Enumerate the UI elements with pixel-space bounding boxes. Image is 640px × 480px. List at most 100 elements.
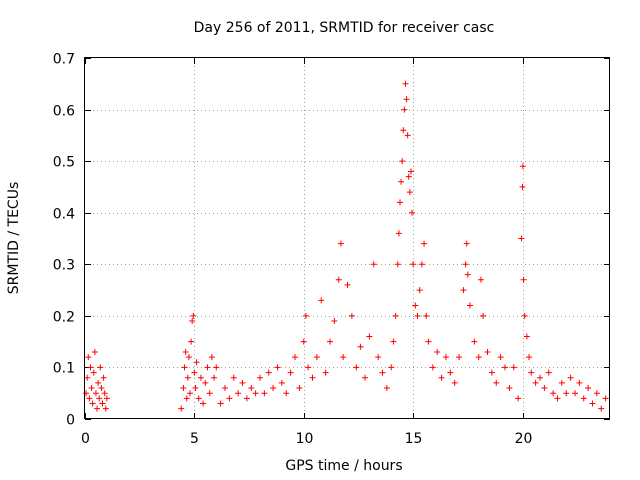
data-point [405,173,412,180]
data-point [96,395,103,402]
data-point [202,379,209,386]
data-point [375,354,382,361]
data-point [523,333,530,340]
data-point [257,374,263,381]
data-point [102,405,109,412]
data-point [208,354,215,361]
data-point [302,312,309,319]
data-point [388,364,395,371]
data-point [467,302,473,309]
data-point [287,369,294,376]
data-point [195,395,202,402]
x-tick-label: 15 [405,431,423,447]
data-point [407,168,414,175]
data-point [99,400,106,407]
data-point [296,385,303,392]
data-point [390,338,397,345]
data-point [94,405,101,412]
data-point [463,240,470,247]
data-point [300,338,307,345]
data-point [400,127,407,134]
data-point [327,338,333,345]
data-point [502,364,508,371]
data-point [383,385,390,392]
data-point [181,364,188,371]
data-point [484,348,491,355]
data-point [528,369,535,376]
data-point [471,338,478,345]
data-point [425,338,432,345]
y-tick-label: 0.4 [53,207,75,223]
data-point [412,302,419,309]
y-tick-label: 0.2 [53,310,75,326]
data-point [460,287,467,294]
data-point [576,379,583,386]
data-point [101,390,108,397]
data-point [488,369,495,376]
data-point [243,395,250,402]
data-point [85,354,92,361]
data-point [97,364,104,371]
data-point [558,379,565,386]
data-point [464,271,471,278]
data-point [217,400,224,407]
data-point [235,390,242,397]
y-axis-label: SRMTID / TECUs [6,182,22,295]
data-point [456,354,463,361]
y-tick-label: 0.3 [53,258,75,274]
data-point [313,354,320,361]
data-point [379,369,386,376]
data-point [477,276,484,283]
data-point [187,390,193,397]
data-point [182,348,189,355]
data-point [190,312,197,319]
data-point [184,374,191,381]
data-point [554,395,561,402]
data-point [589,400,596,407]
data-point [86,395,93,402]
data-point [197,374,204,381]
data-point [353,364,360,371]
data-point [180,385,187,392]
data-point [532,379,539,386]
data-points [83,80,609,412]
data-point [598,405,605,412]
data-point [593,390,600,397]
data-point [309,374,316,381]
data-point [404,132,411,139]
data-point [88,385,95,392]
data-point [204,364,211,371]
data-point [206,390,213,397]
data-point [90,369,97,376]
data-point [261,390,268,397]
data-point [429,364,436,371]
data-point [84,374,91,381]
data-point [248,385,255,392]
data-point [550,390,557,397]
data-point [362,374,368,381]
data-point [239,379,246,386]
data-point [520,276,527,283]
data-point [366,333,373,340]
data-point [95,379,102,386]
data-point [83,390,90,397]
y-tick-label: 0.7 [53,52,75,68]
data-point [283,390,290,397]
data-point [447,369,454,376]
data-point [270,385,277,392]
data-point [200,400,207,407]
data-point [185,354,192,361]
data-point [103,395,110,402]
data-point [213,364,220,371]
data-point [395,230,402,237]
data-point [230,374,237,381]
data-point [397,199,403,206]
data-point [572,390,578,397]
data-point [292,354,298,361]
data-point [545,369,552,376]
data-point [189,318,196,325]
data-point [394,261,401,268]
data-point [515,395,522,402]
data-point [475,354,482,361]
